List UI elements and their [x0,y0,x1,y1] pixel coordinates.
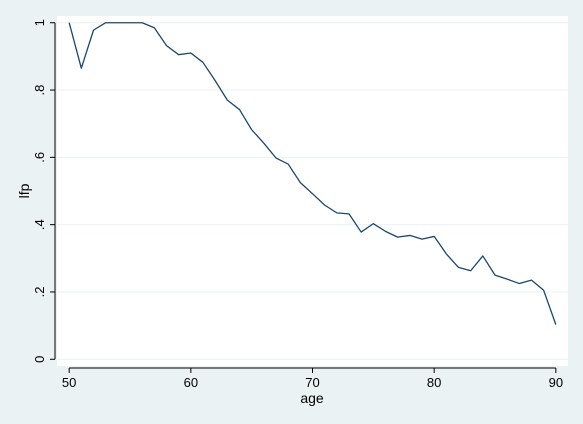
grid-lines [57,22,568,360]
y-tick-label-0: 0 [32,356,47,363]
plot-area [57,16,568,366]
x-tick-label-0: 50 [62,375,76,390]
y-tick-label-2: .4 [32,219,47,230]
x-axis-title: age [300,390,324,406]
x-tick-label-2: 70 [305,375,319,390]
tick-labels: 50 60 70 80 90 0 .2 .4 .6 .8 1 [32,19,563,390]
y-tick-label-3: .6 [32,152,47,163]
y-tick-label-1: .2 [32,287,47,298]
y-axis-title: lfp [16,183,32,198]
series-line-0 [68,22,557,325]
y-tick-label-5: 1 [32,19,47,26]
x-tick-label-3: 80 [427,375,441,390]
x-tick-label-1: 60 [184,375,198,390]
y-tick-label-4: .8 [32,85,47,96]
axes [50,22,557,373]
series-layer [68,22,557,325]
x-tick-label-4: 90 [549,375,563,390]
